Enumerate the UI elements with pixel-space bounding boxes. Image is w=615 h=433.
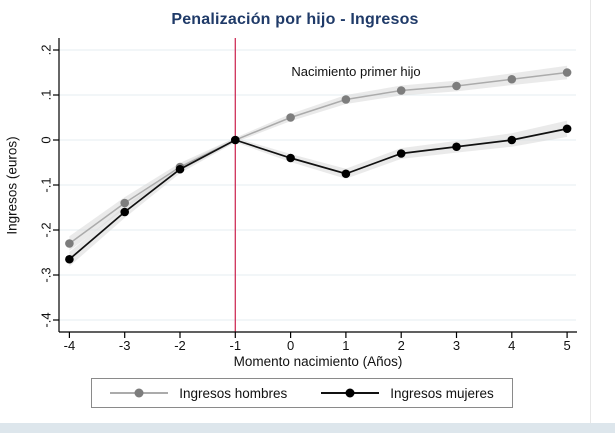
y-tick-label: -.1 bbox=[39, 177, 54, 192]
ci-band-hombres bbox=[69, 65, 568, 251]
y-tick-label: -.2 bbox=[39, 222, 54, 237]
y-tick-label: .2 bbox=[39, 45, 54, 56]
point-hombres bbox=[120, 198, 129, 208]
legend-line-hombres-icon bbox=[110, 388, 169, 398]
point-mujeres bbox=[396, 149, 406, 158]
vline-annotation: Nacimiento primer hijo bbox=[291, 64, 421, 79]
point-mujeres bbox=[231, 135, 240, 145]
chart-title: Penalización por hijo - Ingresos bbox=[171, 11, 419, 28]
point-mujeres bbox=[341, 169, 351, 179]
point-mujeres bbox=[65, 254, 74, 264]
point-hombres bbox=[286, 113, 295, 122]
point-mujeres bbox=[452, 142, 461, 152]
point-hombres bbox=[562, 68, 572, 77]
legend-line-mujeres-icon bbox=[321, 388, 380, 398]
point-mujeres bbox=[286, 153, 295, 163]
y-tick-label: .1 bbox=[39, 90, 54, 101]
x-tick-label: 4 bbox=[508, 338, 515, 353]
legend-label-hombres: Ingresos hombres bbox=[179, 385, 288, 401]
x-tick-label: 5 bbox=[563, 338, 570, 353]
ci-band-mujeres bbox=[69, 120, 568, 267]
legend-dot-mujeres-icon bbox=[345, 388, 355, 398]
y-axis-title: Ingresos (euros) bbox=[4, 136, 20, 235]
point-hombres bbox=[452, 81, 461, 91]
x-tick-label: -3 bbox=[119, 338, 131, 353]
y-tick-label: 0 bbox=[39, 136, 54, 143]
line-hombres bbox=[68, 71, 568, 245]
point-hombres bbox=[341, 95, 351, 104]
x-tick-label: 1 bbox=[342, 338, 349, 353]
legend-dot-hombres-icon bbox=[134, 388, 144, 398]
legend: Ingresos hombres Ingresos mujeres bbox=[91, 378, 513, 408]
x-tick-label: 0 bbox=[287, 338, 294, 353]
x-tick-label: 3 bbox=[453, 338, 460, 353]
point-hombres bbox=[396, 86, 406, 95]
y-tick-label: -.4 bbox=[39, 312, 54, 327]
point-mujeres bbox=[507, 135, 517, 145]
line-mujeres bbox=[68, 127, 568, 260]
x-tick-label: -4 bbox=[64, 338, 76, 353]
point-mujeres bbox=[175, 164, 185, 174]
window-right-edge bbox=[590, 0, 591, 423]
point-hombres bbox=[507, 74, 517, 84]
point-mujeres bbox=[120, 207, 129, 217]
point-hombres bbox=[65, 239, 74, 248]
window-bottom-edge bbox=[0, 423, 615, 433]
point-mujeres bbox=[562, 124, 572, 134]
legend-label-mujeres: Ingresos mujeres bbox=[390, 385, 494, 401]
legend-item-mujeres: Ingresos mujeres bbox=[321, 386, 494, 401]
x-tick-label: 2 bbox=[398, 338, 405, 353]
x-tick-label: -2 bbox=[174, 338, 186, 353]
x-tick-label: -1 bbox=[230, 338, 242, 353]
x-axis-title: Momento nacimiento (Años) bbox=[233, 354, 403, 369]
y-tick-label: -.3 bbox=[39, 267, 54, 282]
legend-item-hombres: Ingresos hombres bbox=[110, 386, 287, 401]
